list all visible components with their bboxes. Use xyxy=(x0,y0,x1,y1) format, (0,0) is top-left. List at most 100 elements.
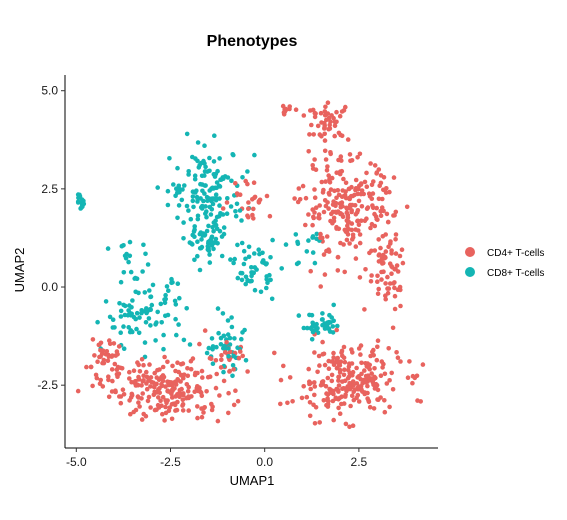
point-cd4 xyxy=(324,117,329,123)
point-cd4 xyxy=(353,177,359,183)
point-cd4 xyxy=(354,365,359,371)
point-cd8 xyxy=(128,313,134,318)
point-cd4 xyxy=(160,411,165,417)
point-cd4 xyxy=(180,361,186,366)
point-cd4 xyxy=(362,368,367,373)
point-cd4 xyxy=(163,410,169,416)
point-cd4 xyxy=(372,163,378,168)
point-cd4 xyxy=(345,215,351,220)
point-cd4 xyxy=(251,180,257,185)
point-cd8 xyxy=(231,353,236,359)
point-cd4 xyxy=(398,287,403,293)
point-cd4 xyxy=(313,205,319,210)
point-cd4 xyxy=(341,355,347,361)
point-cd4 xyxy=(394,350,399,355)
point-cd4 xyxy=(319,120,324,125)
point-cd4 xyxy=(148,384,153,389)
point-cd4 xyxy=(328,187,334,192)
point-cd8 xyxy=(145,308,150,314)
point-cd8 xyxy=(155,185,160,190)
point-cd4 xyxy=(332,133,338,139)
point-cd4 xyxy=(331,417,337,423)
point-cd4 xyxy=(362,307,367,312)
point-cd8 xyxy=(195,239,200,244)
point-cd4 xyxy=(394,263,400,268)
point-cd8 xyxy=(134,276,140,282)
point-cd4 xyxy=(322,198,328,203)
point-cd8 xyxy=(211,197,216,202)
point-cd4 xyxy=(415,398,420,403)
point-cd4 xyxy=(318,284,324,289)
point-cd4 xyxy=(236,355,242,361)
point-cd4 xyxy=(109,367,115,372)
point-cd4 xyxy=(316,353,322,359)
point-cd8 xyxy=(215,241,220,246)
point-cd4 xyxy=(341,176,346,182)
point-cd8 xyxy=(199,237,204,242)
point-cd8 xyxy=(209,336,215,341)
point-cd4 xyxy=(342,227,348,233)
point-cd8 xyxy=(335,323,340,329)
point-cd4 xyxy=(128,411,133,417)
point-cd4 xyxy=(152,389,157,395)
point-cd8 xyxy=(210,240,215,245)
point-cd4 xyxy=(353,212,359,217)
point-cd4 xyxy=(325,396,330,401)
point-cd8 xyxy=(252,251,257,256)
point-cd4 xyxy=(359,204,365,209)
point-cd8 xyxy=(122,303,128,309)
point-cd8 xyxy=(181,220,186,225)
point-cd4 xyxy=(375,279,380,285)
point-cd4 xyxy=(296,186,302,191)
point-cd4 xyxy=(112,361,118,367)
point-cd8 xyxy=(243,358,249,363)
point-cd4 xyxy=(312,350,317,355)
point-cd4 xyxy=(267,213,273,219)
point-cd8 xyxy=(167,156,172,161)
point-cd4 xyxy=(324,248,329,254)
point-cd4 xyxy=(329,359,334,364)
point-cd4 xyxy=(245,181,250,187)
point-cd8 xyxy=(134,310,140,316)
point-cd8 xyxy=(202,191,207,196)
point-cd4 xyxy=(383,190,389,195)
point-cd4 xyxy=(287,104,293,109)
point-cd4 xyxy=(375,344,380,350)
point-cd4 xyxy=(181,392,186,398)
point-cd4 xyxy=(372,248,378,253)
point-cd8 xyxy=(239,240,245,246)
point-cd8 xyxy=(192,176,198,182)
point-cd4 xyxy=(136,362,141,368)
point-cd8 xyxy=(207,252,212,257)
point-cd8 xyxy=(207,260,213,265)
point-cd8 xyxy=(204,209,209,214)
point-cd4 xyxy=(336,374,341,380)
point-cd8 xyxy=(309,337,315,342)
x-tick-label: 2.5 xyxy=(351,455,368,469)
point-cd4 xyxy=(282,108,288,114)
point-cd8 xyxy=(260,250,265,256)
point-cd8 xyxy=(268,254,273,260)
point-cd4 xyxy=(322,362,328,368)
point-cd4 xyxy=(348,403,353,409)
point-cd8 xyxy=(129,305,134,310)
point-cd4 xyxy=(331,218,337,224)
point-cd4 xyxy=(218,365,224,370)
point-cd4 xyxy=(344,387,349,392)
point-cd8 xyxy=(219,253,225,259)
point-cd4 xyxy=(342,269,348,275)
chart-title: Phenotypes xyxy=(207,33,298,50)
point-cd4 xyxy=(343,104,348,110)
point-cd4 xyxy=(379,277,384,282)
point-cd4 xyxy=(373,381,379,387)
point-cd4 xyxy=(173,368,178,374)
point-cd8 xyxy=(162,297,167,302)
point-cd8 xyxy=(190,194,196,199)
point-cd4 xyxy=(378,373,384,379)
point-cd4 xyxy=(224,200,230,205)
point-cd4 xyxy=(380,365,385,370)
point-cd8 xyxy=(331,302,337,308)
point-cd4 xyxy=(339,194,345,199)
point-cd4 xyxy=(364,206,370,211)
point-cd4 xyxy=(382,371,388,377)
